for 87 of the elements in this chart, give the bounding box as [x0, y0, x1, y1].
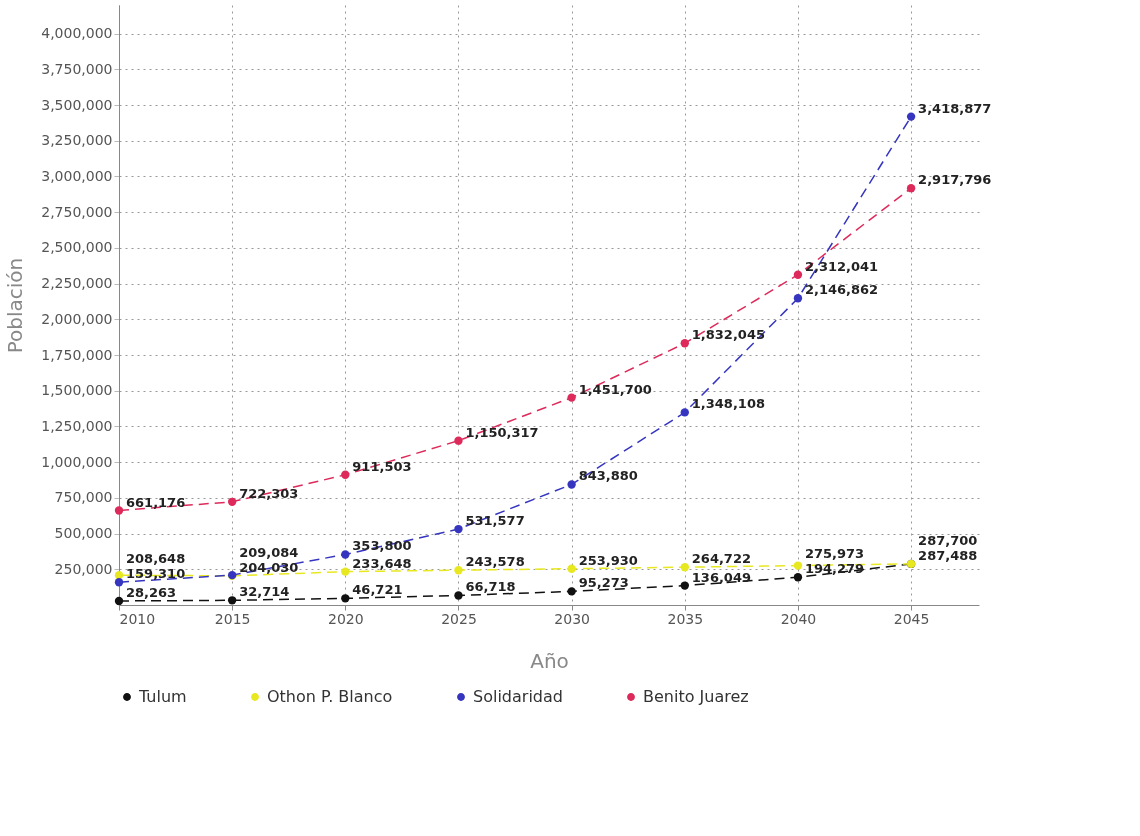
data-label: 243,578 — [465, 554, 525, 570]
point — [454, 566, 463, 575]
point — [567, 393, 576, 402]
data-label: 275,973 — [804, 546, 865, 562]
y-tick-label: 3,750,000 — [41, 60, 113, 77]
point — [680, 563, 689, 572]
y-tick-label: 500,000 — [54, 525, 113, 542]
x-tick-label: 2015 — [214, 610, 251, 627]
data-label: 1,451,700 — [578, 381, 652, 397]
data-label: 722,303 — [239, 485, 299, 501]
point — [227, 497, 237, 506]
y-tick-label: 2,000,000 — [41, 310, 113, 327]
y-tick-label: 2,750,000 — [41, 203, 113, 220]
y-tick-label: 3,500,000 — [41, 96, 113, 113]
legend-label: Solidaridad — [473, 687, 563, 706]
y-tick-label: 1,500,000 — [41, 382, 113, 399]
data-label: 2,917,796 — [918, 172, 992, 188]
point — [114, 506, 124, 515]
point — [454, 524, 463, 534]
y-tick-label: 2,500,000 — [41, 239, 113, 256]
x-tick-label: 2040 — [780, 610, 817, 627]
point — [114, 578, 124, 587]
point — [341, 470, 350, 479]
data-label: 287,700 — [918, 532, 978, 548]
y-tick-label: 4,000,000 — [41, 25, 113, 42]
data-label: 66,718 — [465, 579, 516, 595]
x-tick-label: 2010 — [119, 610, 156, 627]
data-label: 204,030 — [239, 559, 299, 575]
x-tick-label: 2045 — [893, 610, 930, 627]
data-label: 2,312,041 — [804, 258, 879, 274]
data-label: 1,348,108 — [691, 396, 765, 412]
point — [793, 561, 803, 570]
x-axis-title: Año — [530, 648, 569, 673]
data-label: 208,648 — [126, 551, 186, 567]
point — [227, 596, 237, 605]
point — [454, 436, 463, 445]
y-tick-label: 3,250,000 — [41, 132, 113, 149]
y-tick-label: 750,000 — [54, 489, 113, 506]
y-tick-label: 250,000 — [54, 560, 113, 577]
x-tick-label: 2030 — [554, 610, 590, 627]
point — [454, 591, 463, 600]
data-label: 194,279 — [804, 561, 865, 577]
data-label: 253,930 — [578, 552, 638, 568]
data-label: 209,084 — [239, 544, 299, 560]
data-label: 531,577 — [465, 513, 525, 529]
y-tick-label: 1,250,000 — [41, 417, 113, 434]
data-label: 3,418,877 — [918, 100, 992, 116]
point — [567, 564, 576, 573]
data-label: 911,503 — [352, 458, 412, 474]
data-label: 46,721 — [352, 582, 403, 598]
data-label: 661,176 — [126, 494, 186, 510]
point — [680, 581, 689, 590]
legend-label: Benito Juarez — [643, 687, 749, 706]
data-label: 95,273 — [578, 575, 629, 591]
data-label: 843,880 — [578, 468, 638, 484]
x-tick-label: 2020 — [328, 610, 364, 627]
point — [114, 596, 124, 606]
point — [567, 587, 576, 596]
point — [793, 573, 803, 582]
point — [567, 480, 576, 489]
x-tick-label: 2035 — [667, 610, 704, 627]
point — [341, 567, 350, 576]
x-tick-label: 2025 — [441, 610, 477, 627]
point — [341, 594, 350, 603]
y-tick-label: 1,750,000 — [41, 346, 113, 363]
point — [906, 112, 916, 121]
point — [680, 408, 689, 417]
point — [793, 270, 803, 279]
data-label: 1,150,317 — [465, 424, 539, 440]
point — [680, 339, 689, 348]
legend-label: Othon P. Blanco — [267, 687, 393, 706]
data-label: 233,648 — [352, 555, 412, 571]
data-label: 32,714 — [239, 584, 290, 600]
point — [341, 550, 350, 559]
point — [906, 184, 916, 193]
data-label: 287,488 — [918, 547, 978, 563]
y-axis-title: Población — [3, 257, 28, 354]
data-label: 2,146,862 — [804, 282, 879, 298]
y-tick-label: 3,000,000 — [41, 167, 113, 184]
data-label: 136,049 — [691, 569, 752, 585]
legend-label: Tulum — [138, 687, 187, 706]
y-tick-label: 2,250,000 — [41, 275, 113, 292]
data-label: 28,263 — [126, 584, 177, 600]
data-label: 264,722 — [691, 551, 752, 567]
y-tick-label: 1,000,000 — [41, 453, 113, 470]
data-label: 159,310 — [126, 566, 186, 582]
point — [793, 294, 803, 303]
